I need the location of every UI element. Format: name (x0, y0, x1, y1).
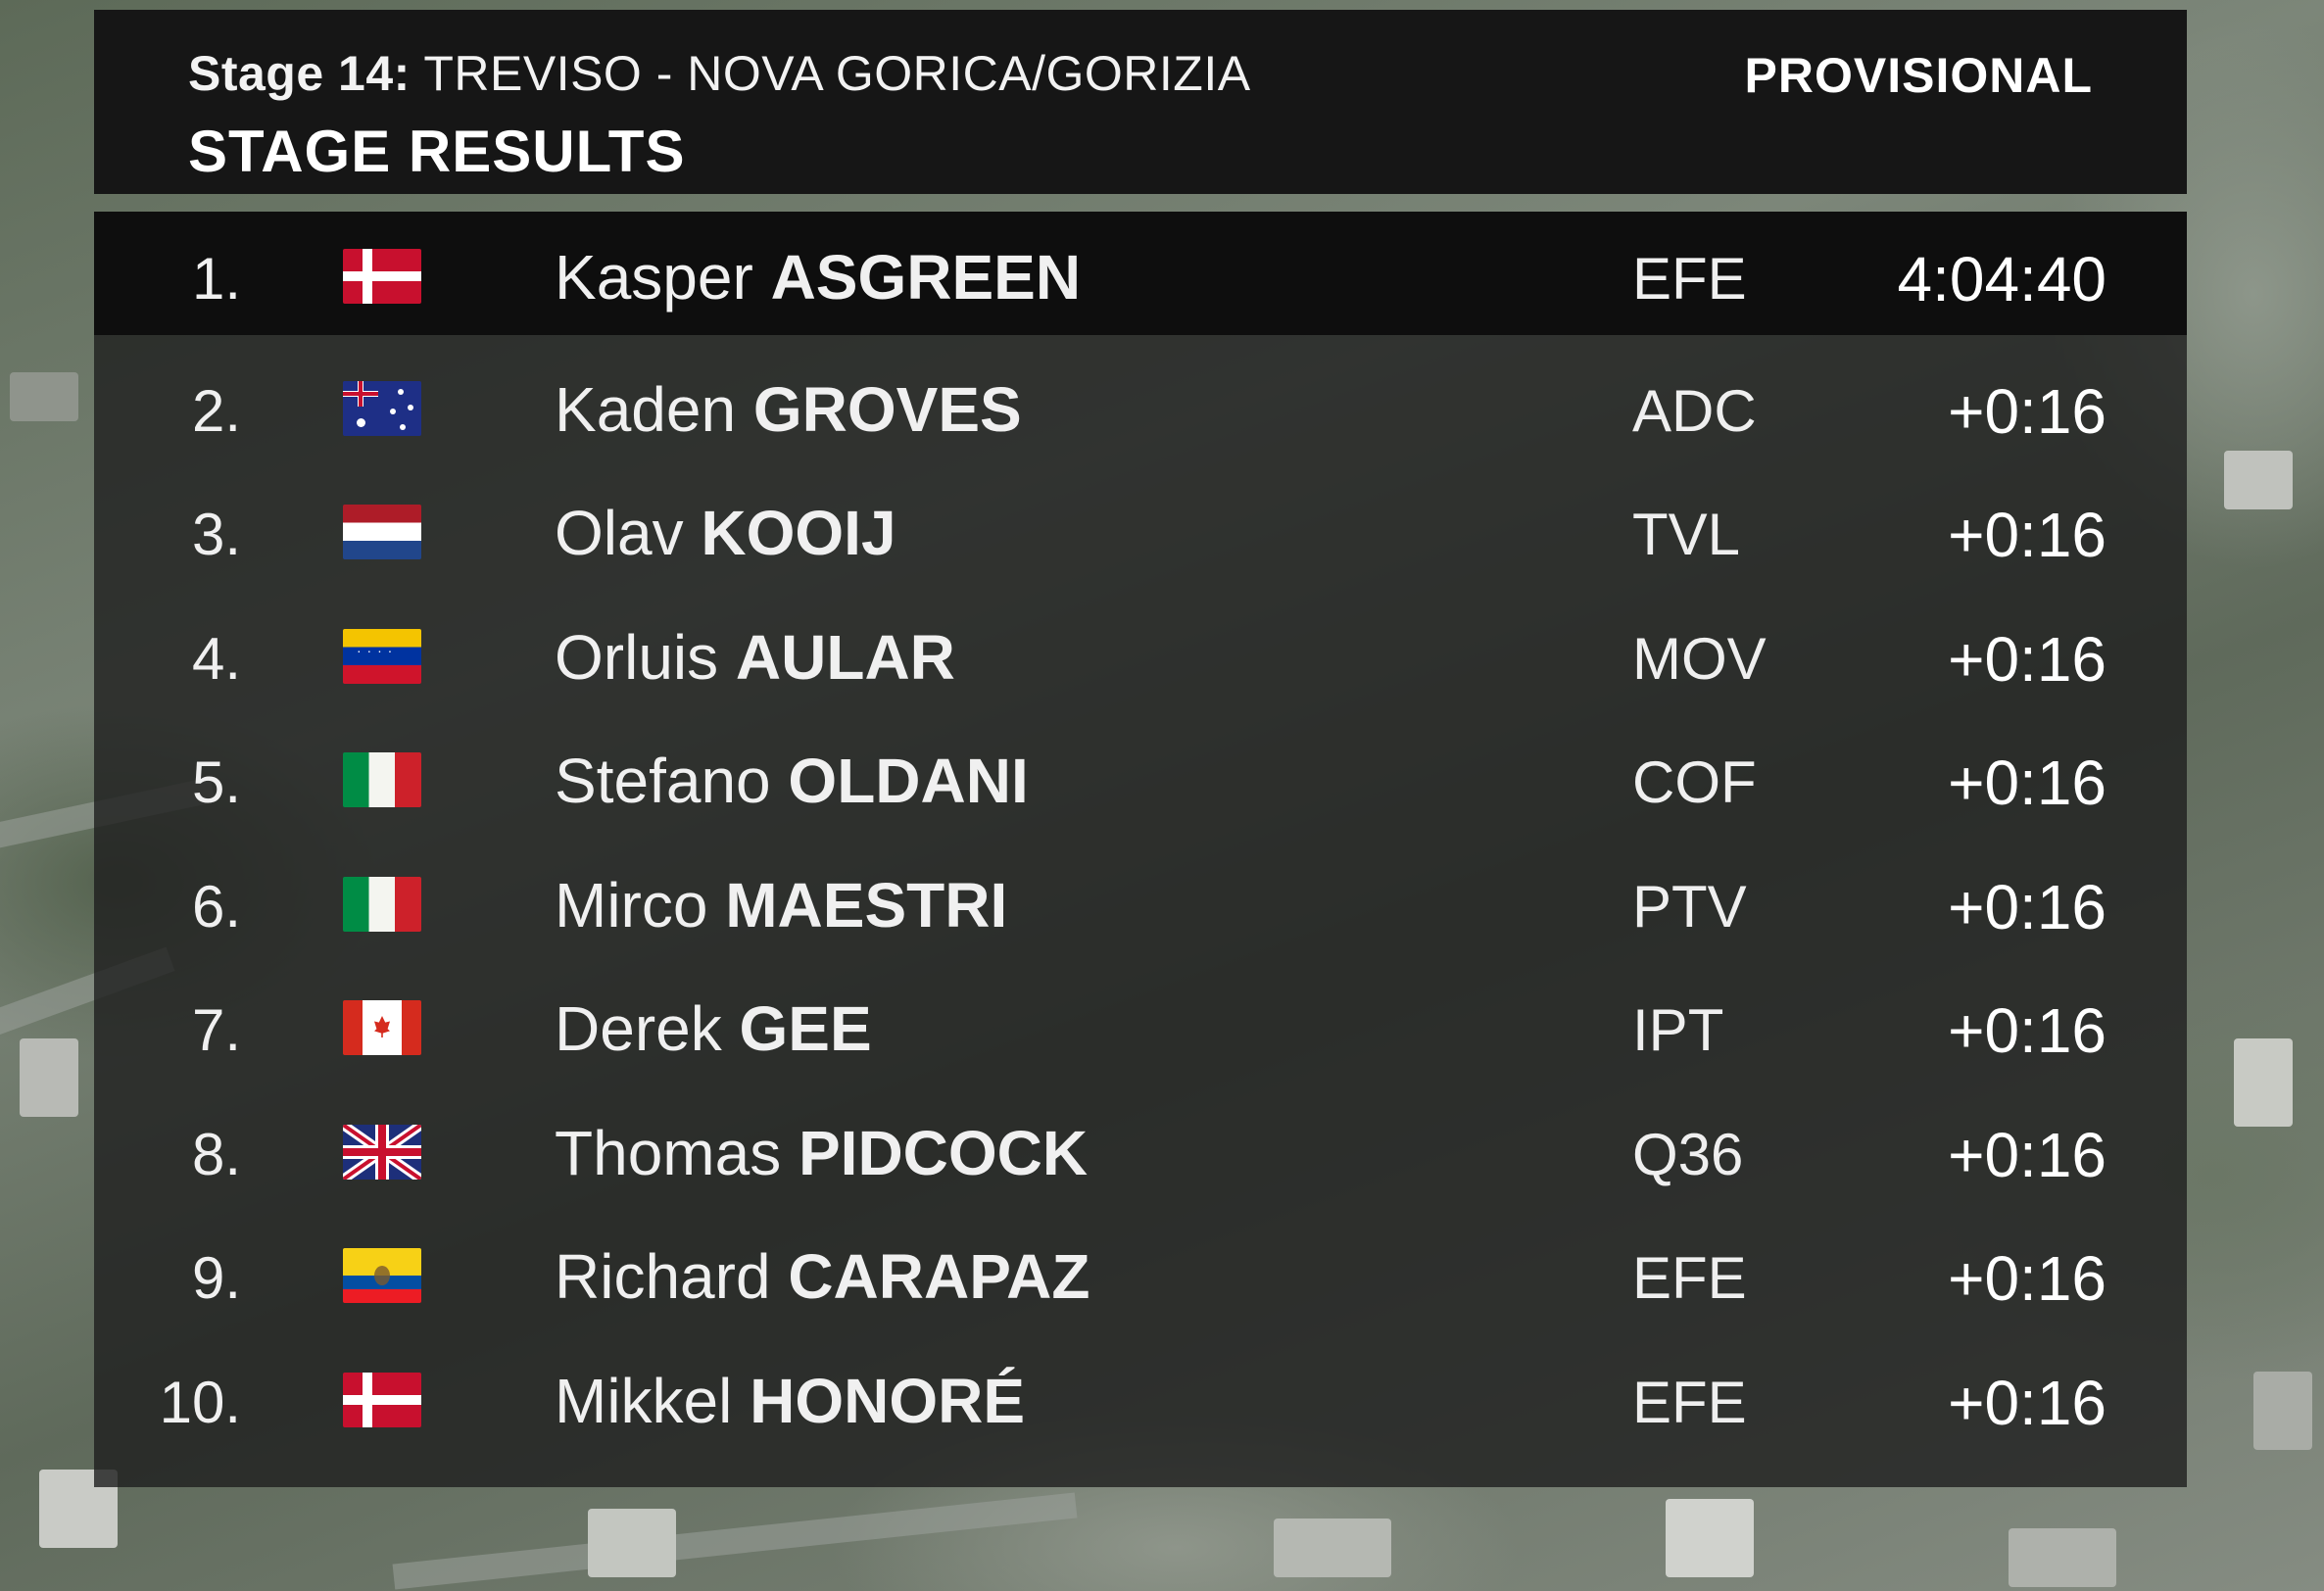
result-row: 6. Mirco MAESTRI PTV +0:16 (94, 840, 2187, 963)
rider-first-name: Thomas (555, 1117, 782, 1188)
rider-last-name: GEE (739, 993, 872, 1064)
rank: 3. (191, 502, 241, 567)
rider-name: Thomas PIDCOCK (555, 1117, 1088, 1189)
rider-last-name: GROVES (752, 373, 1022, 445)
rider-first-name: Mikkel (555, 1365, 733, 1436)
rider-first-name: Olav (555, 498, 684, 568)
result-row: 3. Olav KOOIJ TVL +0:16 (94, 467, 2187, 591)
team-code: EFE (1632, 246, 1747, 312)
rider-first-name: Stefano (555, 746, 771, 816)
rider-first-name: Mirco (555, 869, 708, 940)
result-row: 10. Mikkel HONORÉ EFE +0:16 (94, 1335, 2187, 1459)
team-code: COF (1632, 749, 1757, 815)
result-row: 5. Stefano OLDANI COF +0:16 (94, 715, 2187, 839)
rank: 5. (191, 749, 241, 815)
finish-time: +0:16 (1948, 500, 2106, 570)
rank: 7. (191, 997, 241, 1063)
finish-time: 4:04:40 (1897, 244, 2106, 314)
stage-name: Stage 14: TREVISO - NOVA GORICA/GORIZIA (188, 45, 1251, 102)
denmark-flag-icon (343, 1372, 421, 1427)
rider-last-name: ASGREEN (770, 242, 1082, 313)
finish-time: +0:16 (1948, 623, 2106, 695)
team-code: IPT (1632, 997, 1724, 1063)
team-code: MOV (1632, 625, 1767, 692)
rider-last-name: PIDCOCK (798, 1117, 1089, 1188)
rank: 10. (159, 1369, 241, 1435)
stage-route: TREVISO - NOVA GORICA/GORIZIA (423, 46, 1251, 101)
rider-last-name: OLDANI (788, 746, 1029, 816)
result-row: 4. Orluis AULAR MOV +0:16 (94, 592, 2187, 715)
rider-name: Stefano OLDANI (555, 745, 1029, 817)
rank: 2. (191, 377, 241, 444)
team-code: EFE (1632, 1369, 1747, 1435)
rank: 1. (191, 246, 241, 312)
team-code: ADC (1632, 377, 1757, 444)
team-code: EFE (1632, 1245, 1747, 1311)
results-title: STAGE RESULTS (188, 119, 686, 184)
stage-label: Stage 14: (188, 46, 411, 101)
team-code: TVL (1632, 502, 1741, 567)
ecuador-flag-icon (343, 1248, 421, 1303)
finish-time: +0:16 (1948, 995, 2106, 1066)
result-row: 9. Richard CARAPAZ EFE +0:16 (94, 1211, 2187, 1334)
result-row: 1. Kasper ASGREEN EFE 4:04:40 (94, 212, 2187, 335)
results-table: 1. Kasper ASGREEN EFE 4:04:40 2. Kaden GROVES… (94, 212, 2187, 1487)
rider-first-name: Derek (555, 993, 722, 1064)
result-row: 2. Kaden GROVES ADC +0:16 (94, 344, 2187, 467)
rider-last-name: KOOIJ (701, 498, 896, 568)
rider-last-name: MAESTRI (725, 869, 1008, 940)
result-row: 7. Derek GEE IPT +0:16 (94, 963, 2187, 1086)
team-code: Q36 (1632, 1121, 1744, 1187)
finish-time: +0:16 (1948, 1119, 2106, 1190)
rider-name: Richard CARAPAZ (555, 1240, 1089, 1313)
venezuela-flag-icon (343, 628, 421, 684)
canada-flag-icon (343, 1000, 421, 1055)
rider-name: Orluis AULAR (555, 621, 955, 694)
rider-last-name: CARAPAZ (788, 1241, 1090, 1312)
rider-first-name: Kasper (555, 242, 753, 313)
finish-time: +0:16 (1948, 375, 2106, 447)
rider-first-name: Orluis (555, 621, 719, 693)
great-britain-flag-icon (343, 1124, 421, 1180)
italy-flag-icon (343, 876, 421, 932)
rider-first-name: Kaden (555, 373, 737, 445)
rider-name: Mirco MAESTRI (555, 869, 1007, 941)
rider-first-name: Richard (555, 1241, 771, 1312)
results-header: Stage 14: TREVISO - NOVA GORICA/GORIZIA … (94, 10, 2187, 194)
rank: 9. (191, 1245, 241, 1311)
denmark-flag-icon (343, 249, 421, 304)
rider-last-name: HONORÉ (750, 1365, 1026, 1436)
rank: 6. (191, 873, 241, 940)
finish-time: +0:16 (1948, 1367, 2106, 1438)
rider-name: Olav KOOIJ (555, 497, 896, 569)
finish-time: +0:16 (1948, 1243, 2106, 1314)
australia-flag-icon (343, 380, 421, 436)
provisional-badge: PROVISIONAL (1744, 48, 2093, 103)
italy-flag-icon (343, 752, 421, 807)
rank: 4. (191, 625, 241, 692)
finish-time: +0:16 (1948, 747, 2106, 818)
result-row: 8. Thomas PIDCOCK Q36 +0:16 (94, 1087, 2187, 1211)
rider-name: Mikkel HONORÉ (555, 1365, 1025, 1437)
rider-name: Derek GEE (555, 992, 872, 1065)
rider-last-name: AULAR (735, 621, 955, 693)
team-code: PTV (1632, 873, 1747, 940)
rank: 8. (191, 1121, 241, 1187)
rider-name: Kasper ASGREEN (555, 241, 1081, 313)
rider-name: Kaden GROVES (555, 373, 1022, 446)
netherlands-flag-icon (343, 505, 421, 559)
finish-time: +0:16 (1948, 871, 2106, 942)
